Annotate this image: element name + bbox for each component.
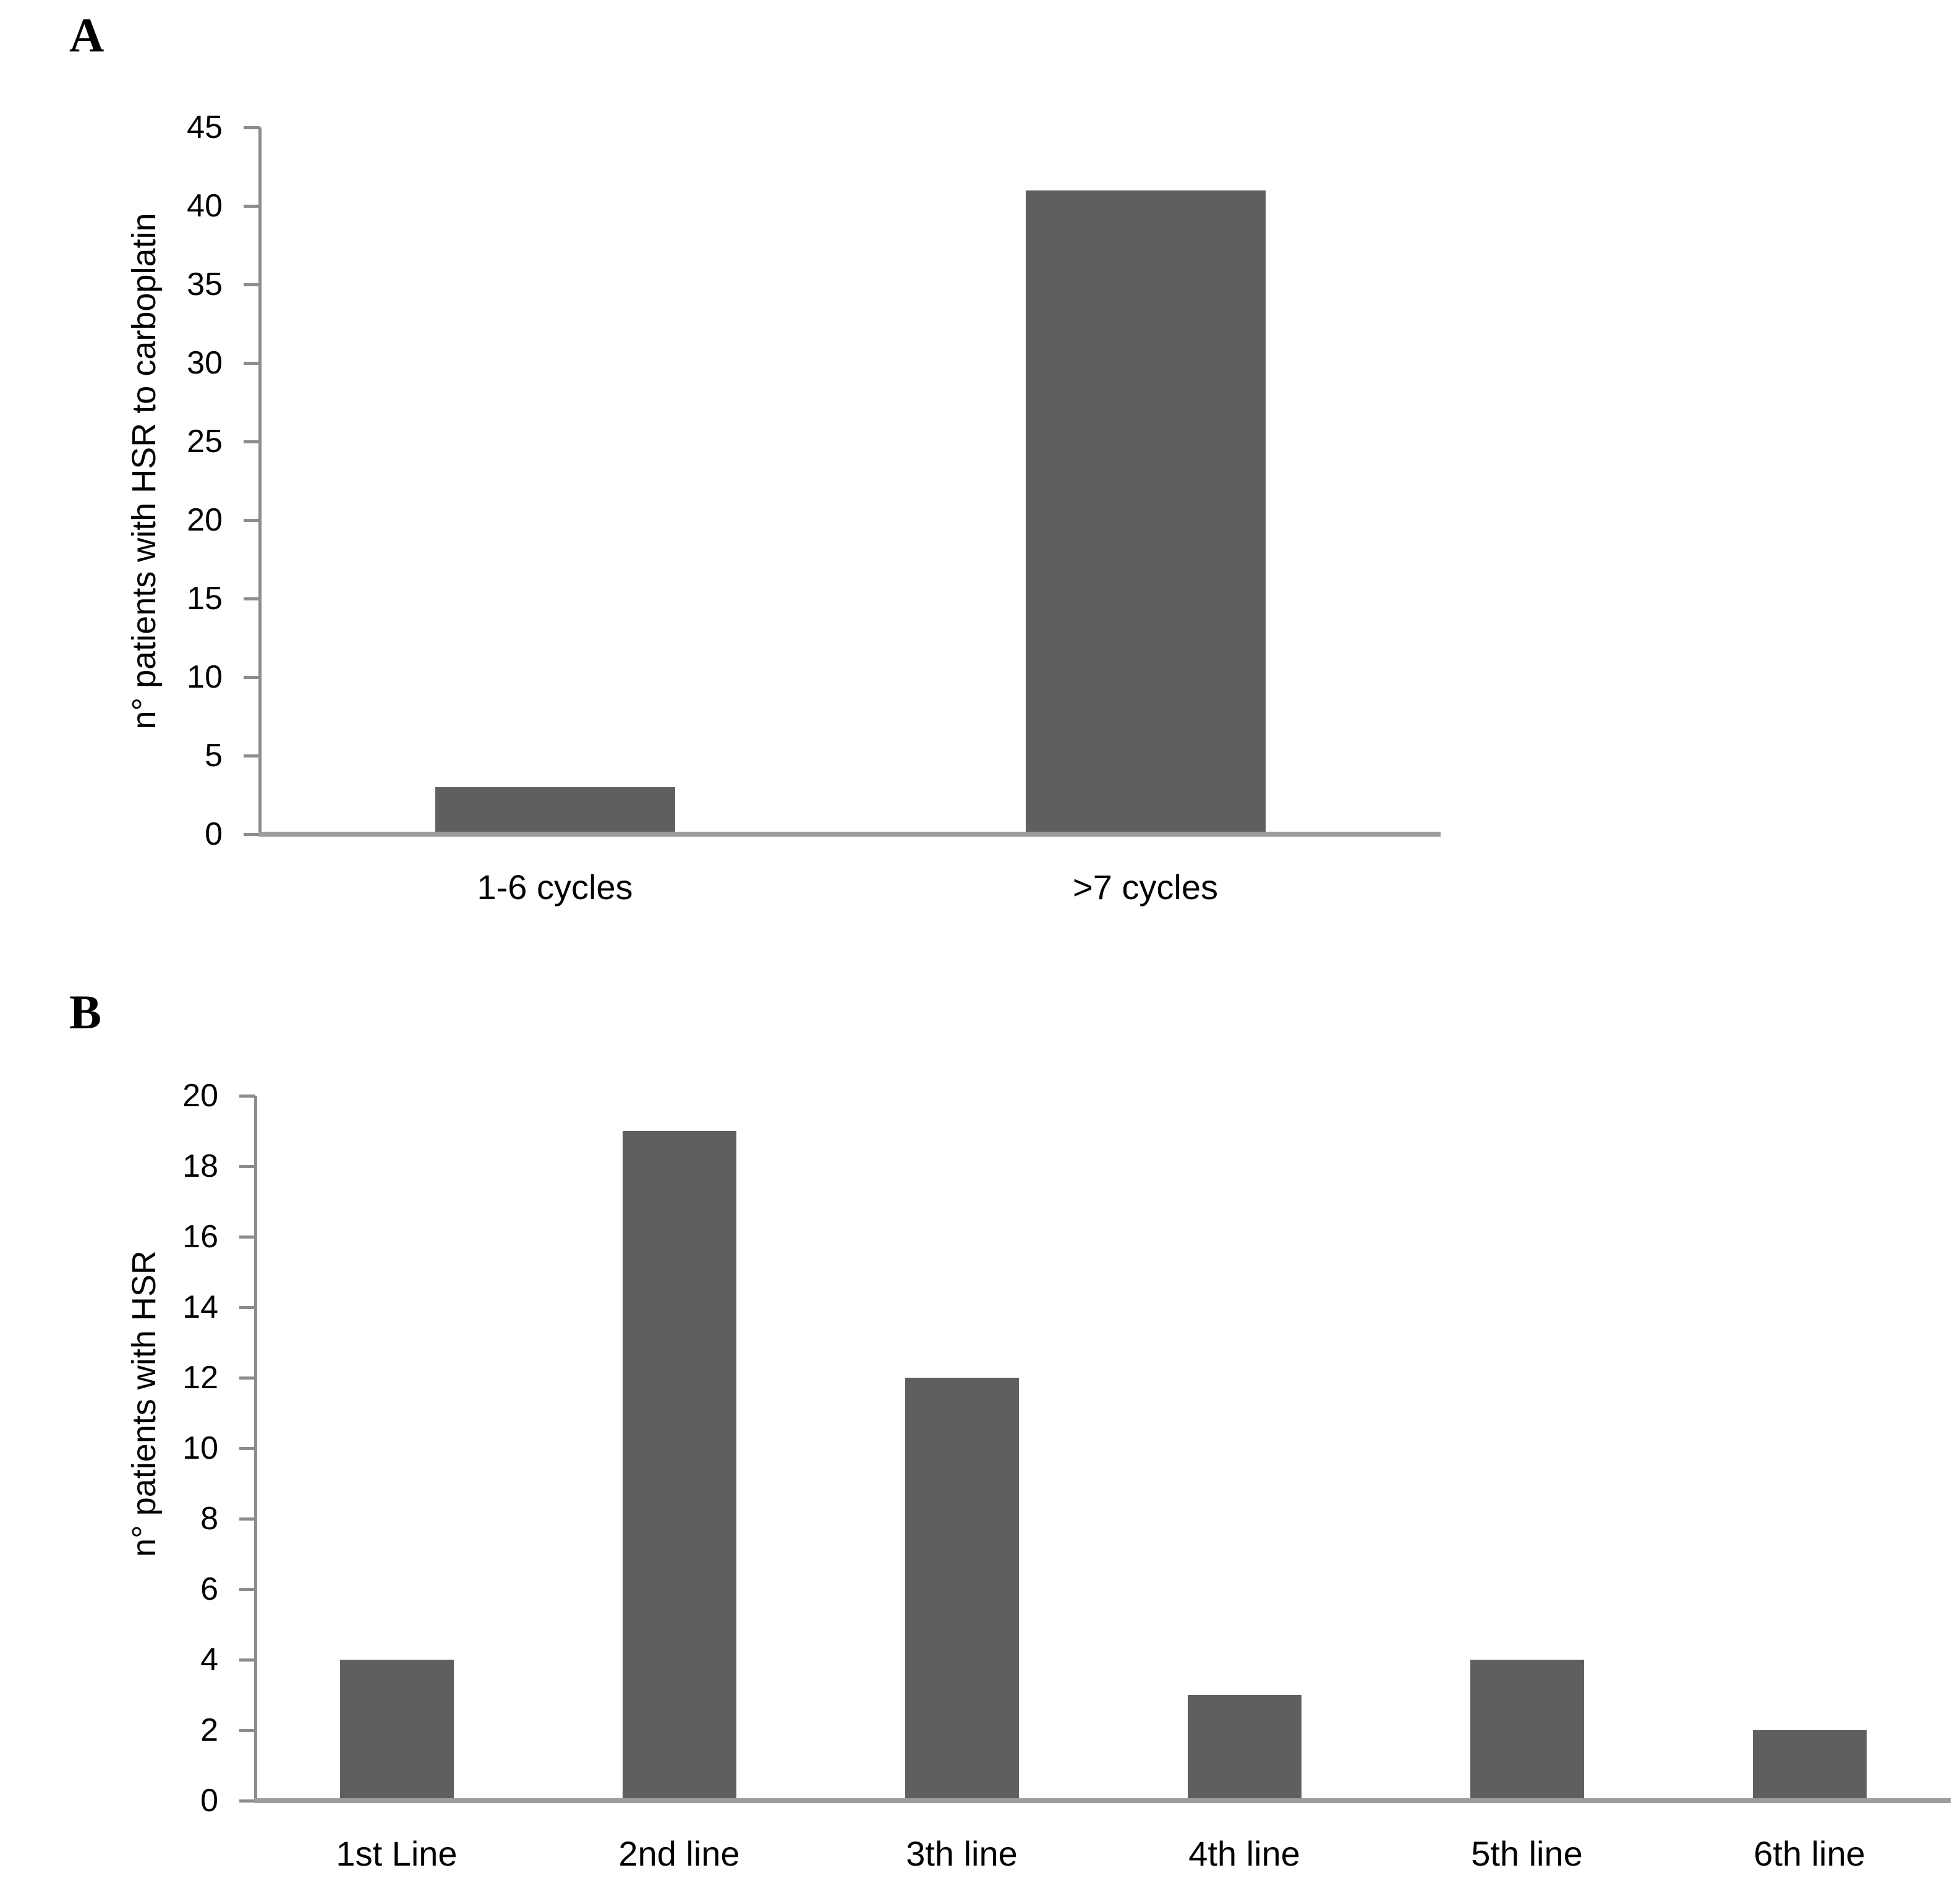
y-tick-label: 8 [200,1501,218,1537]
bar [1025,190,1266,834]
y-tick-label: 35 [187,267,223,302]
y-tick-label: 0 [200,1783,218,1819]
y-tick-mark [244,597,260,600]
y-tick-label: 12 [182,1360,218,1396]
chart-a-x-axis-line [258,832,1441,837]
bar [1752,1730,1867,1801]
y-tick-label: 10 [187,659,223,695]
y-tick-label: 30 [187,345,223,381]
chart-b-y-axis-line [254,1096,257,1801]
y-tick-label: 0 [205,816,223,852]
y-tick-mark [244,204,260,208]
y-tick-label: 25 [187,424,223,459]
y-tick-label: 16 [182,1219,218,1255]
x-category-label: 4th line [1188,1834,1300,1873]
y-tick-label: 6 [200,1571,218,1607]
y-tick-label: 18 [182,1148,218,1184]
chart-b-x-axis-line [254,1798,1951,1803]
bar [905,1378,1019,1801]
y-tick-label: 15 [187,581,223,617]
panel-label-a: A [69,8,104,62]
chart-a-y-axis-line [258,127,262,834]
panel-label-b: B [69,985,102,1039]
y-tick-mark [239,1658,255,1662]
y-tick-mark [239,1376,255,1380]
x-category-label: 5th line [1471,1834,1583,1873]
y-tick-mark [239,1517,255,1521]
y-tick-label: 45 [187,109,223,145]
x-category-label: 1-6 cycles [477,868,633,907]
bar [622,1131,736,1801]
y-tick-label: 10 [182,1430,218,1466]
y-tick-mark [244,518,260,522]
bar [1187,1695,1302,1801]
y-tick-mark [239,1728,255,1732]
y-tick-label: 4 [200,1642,218,1678]
x-category-label: >7 cycles [1073,868,1218,907]
y-tick-mark [244,675,260,679]
y-tick-mark [244,754,260,757]
y-tick-label: 14 [182,1289,218,1325]
chart-b-plot-area: 0 2 4 6 8 10 12 14 16 18 20 1st Line 2nd line 3th lin… [182,1080,1951,1871]
chart-a-plot-area: 0 5 10 15 20 25 30 35 40 45 1-6 cycles >7 cycles [187,111,1441,905]
y-tick-mark [239,1446,255,1450]
x-category-label: 3th line [906,1834,1018,1873]
y-tick-label: 20 [187,502,223,538]
y-tick-mark [244,440,260,443]
y-tick-mark [239,1799,255,1803]
x-category-label: 6th line [1753,1834,1865,1873]
y-tick-mark [244,126,260,129]
y-tick-label: 40 [187,188,223,224]
x-category-label: 1st Line [336,1834,458,1873]
y-tick-mark [239,1235,255,1239]
bar [435,787,675,834]
y-tick-label: 5 [205,738,223,774]
y-tick-mark [239,1164,255,1168]
y-tick-mark [239,1587,255,1591]
y-tick-label: 2 [200,1712,218,1748]
bar [1470,1660,1584,1801]
y-tick-mark [239,1094,255,1098]
y-tick-mark [244,361,260,365]
x-category-label: 2nd line [618,1834,740,1873]
y-tick-label: 20 [182,1078,218,1114]
y-tick-mark [244,832,260,836]
bar [339,1660,454,1801]
y-tick-mark [244,283,260,286]
y-tick-mark [239,1305,255,1309]
